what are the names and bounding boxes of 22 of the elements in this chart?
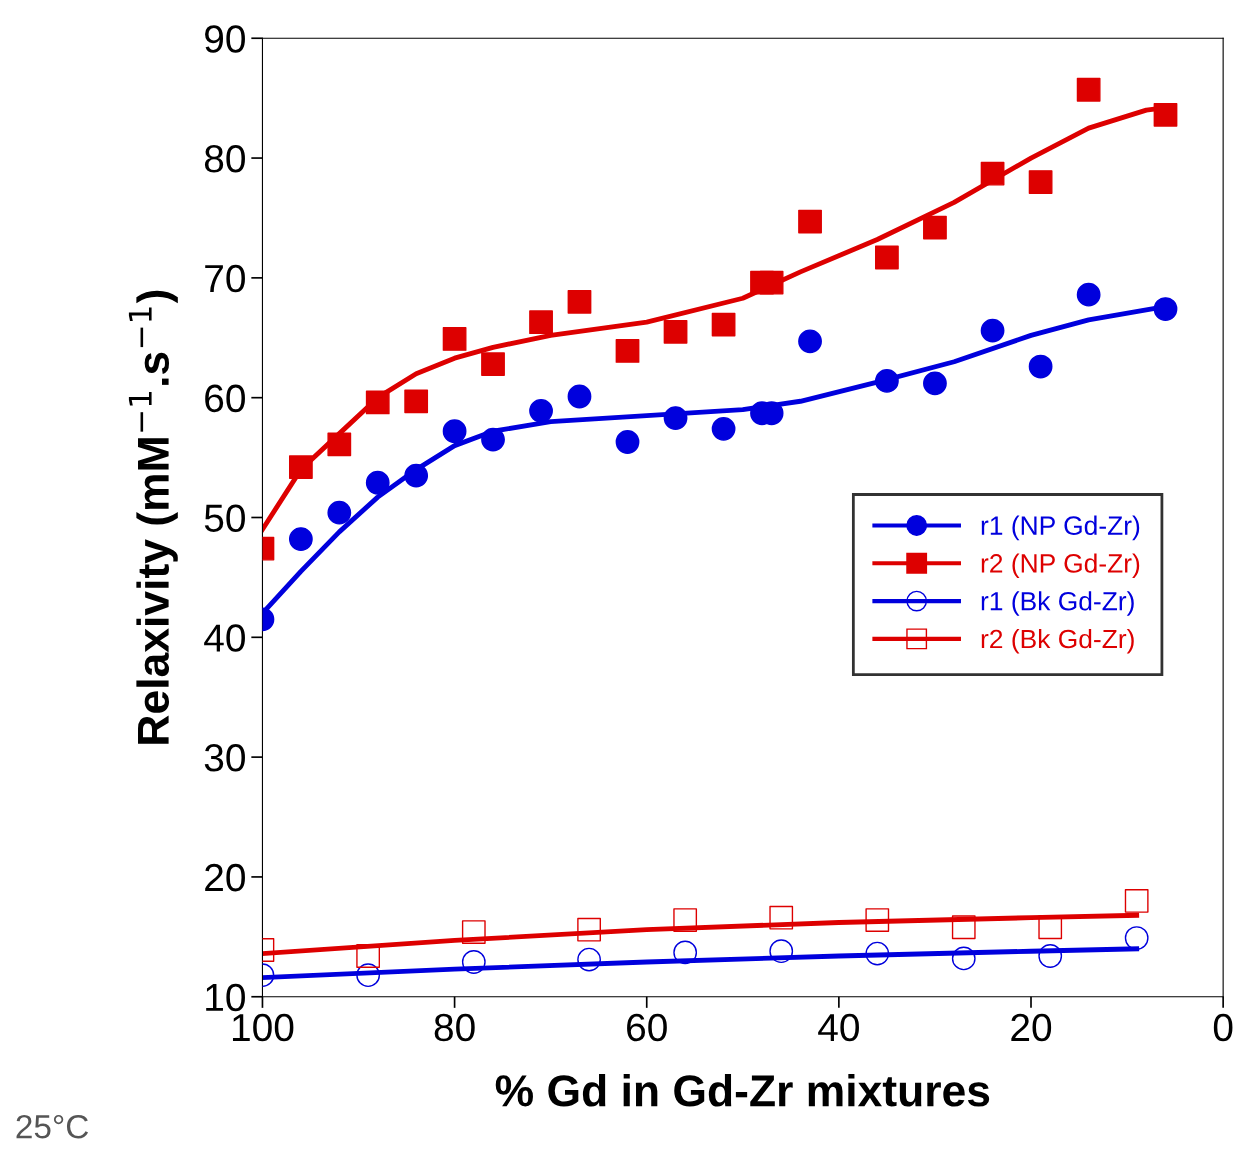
x-tick-label: 100 (232, 1013, 294, 1042)
y-tick-label: 20 (205, 863, 245, 892)
legend-label: r2 (Bk Gd-Zr) (981, 628, 1134, 654)
y-tick-label: 60 (205, 384, 245, 413)
y-tick-label: 30 (204, 744, 245, 772)
x-tick-label: 60 (627, 1013, 667, 1042)
y-axis-title: Relaxivity (mM$^{−1}$.s$^{−1}$) (128, 290, 178, 744)
legend-label: r1 (Bk Gd-Zr) (981, 591, 1134, 616)
text: 25°C (16, 1114, 89, 1139)
y-tick-label: 40 (204, 624, 245, 652)
x-tick-label: 40 (818, 1013, 859, 1042)
y-tick-label: 90 (205, 25, 245, 53)
y-tick-label: 10 (206, 983, 245, 1012)
x-tick-label: 20 (1011, 1013, 1052, 1042)
x-tick-label: 0 (1213, 1013, 1233, 1042)
legend-label: r1 (NP Gd-Zr) (981, 515, 1140, 541)
y-tick-label: 80 (204, 144, 245, 173)
x-axis-title: % Gd in Gd-Zr mixtures (495, 1073, 990, 1107)
y-tick-label: 70 (205, 264, 245, 293)
x-tick-label: 80 (434, 1013, 475, 1042)
y-tick-label: 50 (204, 504, 245, 532)
legend-label: r2 (NP Gd-Zr) (981, 553, 1140, 578)
